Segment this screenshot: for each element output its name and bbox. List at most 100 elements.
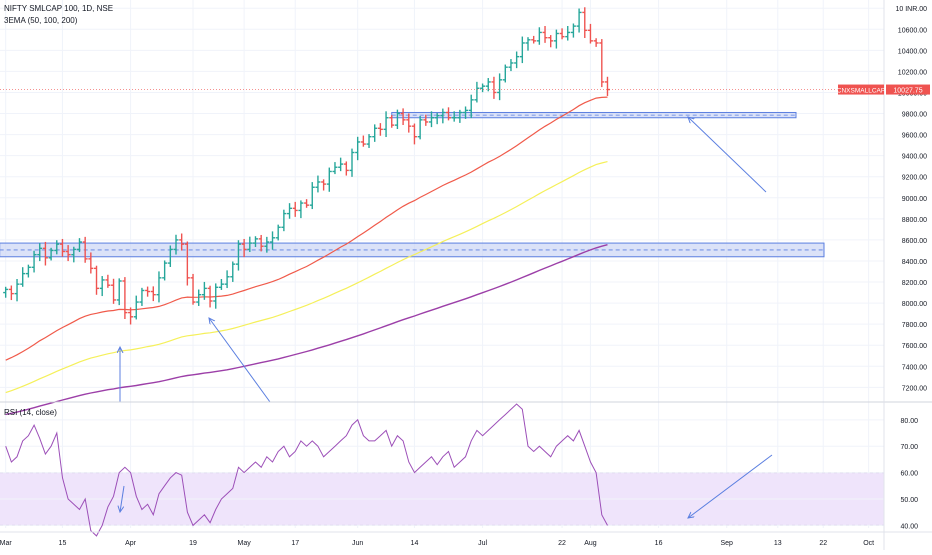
ohlc-bar [491, 76, 497, 99]
ohlc-bar [497, 73, 503, 101]
ohlc-bar [270, 231, 276, 250]
ohlc-bar [548, 35, 554, 48]
ohlc-bar [71, 246, 77, 263]
ema-legend: 3EMA (50, 100, 200) [4, 16, 78, 25]
support-zone [0, 242, 825, 258]
ohlc-bar [145, 286, 151, 297]
ohlc-bar [14, 278, 20, 302]
ohlc-bar [207, 285, 213, 308]
price-tick-label: 8000.00 [902, 301, 927, 308]
ohlc-bar [201, 281, 207, 300]
symbol-tag-bg [838, 84, 884, 95]
ohlc-bar [559, 28, 565, 40]
ohlc-bar [59, 238, 65, 257]
time-tick-label: Jun [352, 540, 363, 547]
ohlc-bar [252, 236, 258, 247]
price-tick-label: 9600.00 [902, 133, 927, 140]
ohlc-bar [349, 148, 355, 177]
time-tick-label: Sep [720, 540, 733, 547]
time-tick-label: 16 [655, 540, 663, 547]
ohlc-bar [224, 270, 230, 289]
ohlc-bar [150, 286, 156, 302]
rsi-tick-label: 60.00 [900, 471, 918, 478]
price-tick-label: 10 INR.00 [895, 6, 927, 13]
ohlc-bar [406, 113, 412, 133]
ohlc-bar [389, 115, 395, 128]
ohlc-bar [258, 234, 264, 252]
ohlc-bar [304, 199, 310, 208]
price-tick-label: 7800.00 [902, 322, 927, 329]
ohlc-bar [20, 267, 26, 287]
ohlc-bar [292, 201, 298, 217]
ohlc-bar [434, 113, 440, 125]
ohlc-bar [343, 161, 349, 176]
rsi-tick-label: 80.00 [900, 418, 918, 425]
ohlc-bar [82, 236, 88, 263]
ohlc-bar [582, 7, 588, 39]
ohlc-bar [99, 276, 105, 297]
ohlc-bar [423, 114, 429, 126]
ohlc-bar [264, 236, 270, 253]
ohlc-bar [468, 94, 474, 119]
arrow-support-2 [209, 318, 271, 403]
price-tick-label: 10400.00 [898, 48, 927, 55]
ohlc-bar [65, 245, 71, 262]
ohlc-bar [514, 51, 520, 69]
ohlc-bar [48, 247, 54, 261]
ohlc-bar [372, 124, 378, 142]
ohlc-bar [298, 200, 304, 219]
ema-200-line [5, 244, 608, 416]
ohlc-bar [570, 23, 576, 38]
ohlc-bar [480, 83, 486, 93]
rsi-legend: RSI (14, close) [4, 408, 57, 417]
ohlc-bar [531, 35, 537, 44]
price-tick-label: 10600.00 [898, 27, 927, 34]
time-tick-label: 19 [189, 540, 197, 547]
time-tick-label: 15 [59, 540, 67, 547]
ohlc-bar [8, 285, 14, 301]
ohlc-bar [241, 238, 247, 258]
ohlc-bar [326, 167, 332, 192]
ohlc-bar [111, 278, 117, 304]
ohlc-bar [25, 264, 31, 278]
time-tick-label: Aug [584, 540, 597, 547]
ohlc-bar [128, 307, 134, 325]
last-price-tag: 10027.75 [893, 88, 922, 95]
ohlc-bar [116, 278, 122, 306]
price-tick-label: 8200.00 [902, 280, 927, 287]
price-tick-label: 7200.00 [902, 385, 927, 392]
ohlc-bar [411, 123, 417, 145]
ohlc-bar [184, 241, 190, 286]
ohlc-bar [88, 252, 94, 274]
ohlc-bar [37, 243, 43, 262]
ohlc-bar [3, 286, 9, 298]
price-tick-label: 7400.00 [902, 364, 927, 371]
ohlc-bar [275, 224, 281, 241]
ohlc-bar [366, 134, 372, 148]
time-tick-label: Mar [0, 540, 12, 547]
ohlc-bar [474, 81, 480, 103]
ohlc-bar [446, 107, 452, 121]
ohlc-bar [536, 27, 542, 45]
ohlc-bar [519, 36, 525, 64]
last-price-tag-bg [886, 84, 930, 95]
price-tick-label: 9200.00 [902, 175, 927, 182]
ohlc-bar [213, 283, 219, 309]
ohlc-bar [235, 240, 241, 271]
ohlc-bar [355, 136, 361, 161]
ohlc-bar [76, 238, 82, 253]
ohlc-bar [190, 273, 196, 305]
arrow-resistance [688, 117, 767, 193]
rsi-tick-label: 70.00 [900, 444, 918, 451]
ohlc-bar [156, 271, 162, 303]
ohlc-bar [599, 39, 605, 88]
arrow-rsi-low-2 [688, 454, 773, 518]
ohlc-bar [321, 179, 327, 191]
ema-50-line [5, 96, 608, 361]
ohlc-bar [167, 245, 173, 267]
ohlc-bar [133, 295, 139, 320]
time-tick-label: Jul [478, 540, 487, 547]
ohlc-bar [94, 265, 100, 295]
price-tick-label: 9400.00 [902, 154, 927, 161]
ohlc-bar [162, 260, 168, 281]
